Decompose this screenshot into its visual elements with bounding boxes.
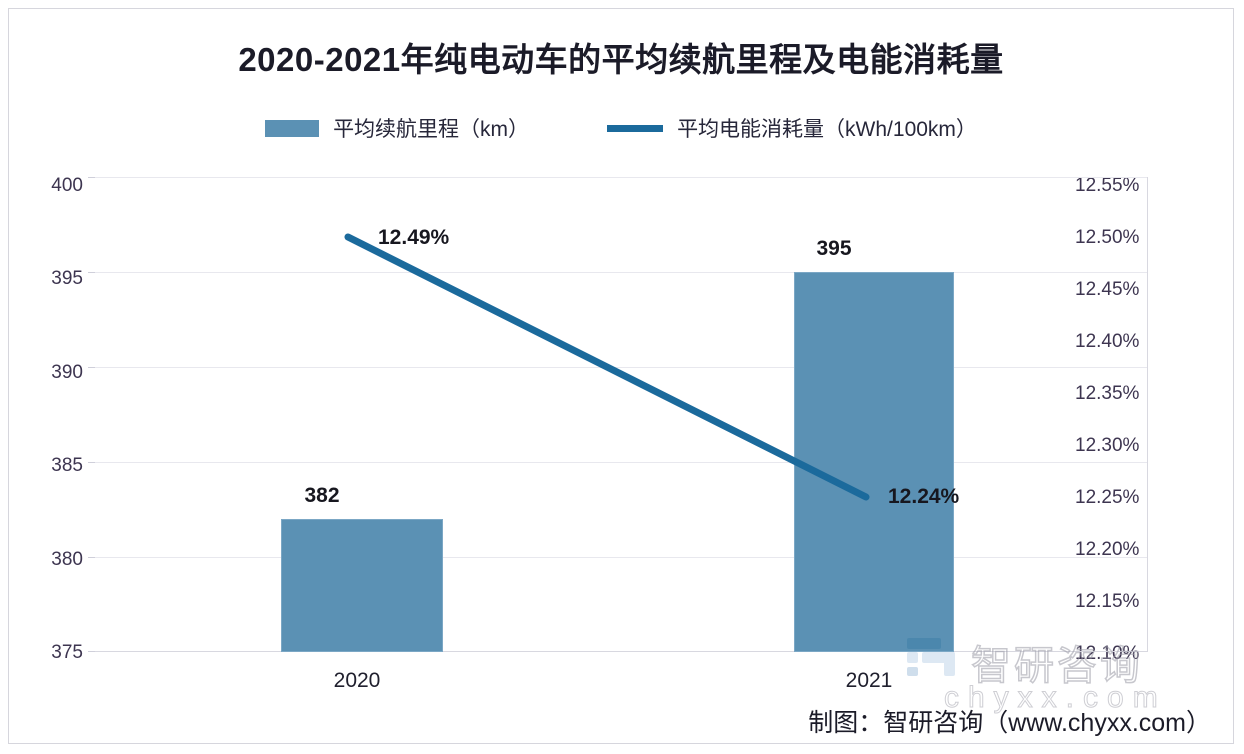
y-axis-right-tick: 12.10%	[1075, 643, 1140, 664]
x-axis-line	[88, 651, 1147, 652]
y-axis-left-tick: 400	[51, 175, 83, 196]
y-axis-right-tick: 12.35%	[1075, 383, 1140, 404]
chart-legend: 平均续航里程（km） 平均电能消耗量（kWh/100km）	[9, 113, 1233, 143]
y-axis-left-tick: 385	[51, 455, 83, 476]
chart-container: 2020-2021年纯电动车的平均续航里程及电能消耗量 平均续航里程（km） 平…	[8, 8, 1234, 744]
gridline	[88, 462, 1147, 463]
x-axis-label-2020: 2020	[333, 669, 381, 692]
y-axis-left-tick: 395	[51, 268, 83, 289]
plot-area	[88, 177, 1148, 652]
line-swatch-icon	[607, 124, 664, 132]
bar-value-label-2021: 395	[816, 237, 852, 260]
gridline	[88, 272, 1147, 273]
gridline	[88, 367, 1147, 368]
y-axis-right-tick: 12.55%	[1075, 175, 1140, 196]
legend-item-average-range[interactable]: 平均续航里程（km）	[265, 113, 529, 143]
gridline	[88, 177, 1147, 178]
legend-label-energy-consumption: 平均电能消耗量（kWh/100km）	[677, 118, 977, 141]
y-axis-left-tick: 380	[51, 549, 83, 570]
gridline	[88, 557, 1147, 558]
bar-value-label-2020: 382	[304, 484, 340, 507]
y-axis-right-tick: 12.15%	[1075, 591, 1140, 612]
y-axis-right-tick: 12.30%	[1075, 435, 1140, 456]
line-value-label-2020: 12.49%	[378, 226, 450, 249]
y-axis-right-tick: 12.20%	[1075, 539, 1140, 560]
y-axis-right-tick: 12.45%	[1075, 279, 1140, 300]
right-axis-line	[1147, 177, 1148, 652]
bar-2021[interactable]	[794, 272, 954, 652]
y-axis-right-tick: 12.40%	[1075, 331, 1140, 352]
footer-credit: 制图：智研咨询（www.chyxx.com）	[808, 709, 1211, 737]
y-axis-left-tick: 375	[51, 642, 83, 663]
legend-item-energy-consumption[interactable]: 平均电能消耗量（kWh/100km）	[607, 113, 977, 143]
y-axis-right-tick: 12.25%	[1075, 487, 1140, 508]
chart-title: 2020-2021年纯电动车的平均续航里程及电能消耗量	[238, 41, 1004, 78]
y-axis-left-tick: 390	[51, 362, 83, 383]
bar-2020[interactable]	[281, 519, 443, 652]
bar-swatch-icon	[265, 119, 320, 137]
y-axis-right-tick: 12.50%	[1075, 227, 1140, 248]
x-axis-label-2021: 2021	[845, 669, 893, 692]
legend-label-average-range: 平均续航里程（km）	[333, 118, 530, 141]
line-value-label-2021: 12.24%	[888, 485, 960, 508]
